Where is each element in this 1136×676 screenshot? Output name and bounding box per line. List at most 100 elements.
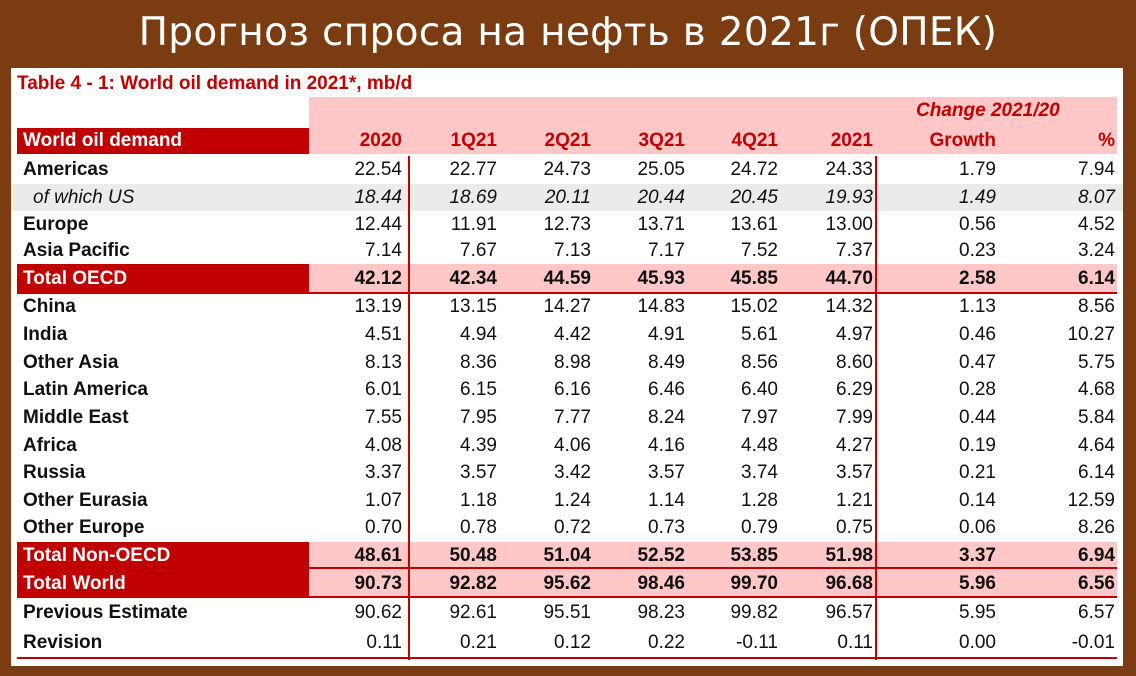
table-cell: 3.57 <box>648 462 685 483</box>
table-cell: 12.44 <box>354 213 402 235</box>
table-cell: 0.00 <box>959 632 996 653</box>
table-cell: 96.57 <box>825 602 873 623</box>
table-cell: 6.14 <box>1078 462 1115 483</box>
table-cell: 98.23 <box>637 602 685 623</box>
column-header-2: 1Q21 <box>450 130 497 151</box>
table-cell: 4.51 <box>365 324 402 345</box>
row-label: Middle East <box>23 407 129 428</box>
table-cell: 12.73 <box>543 213 591 235</box>
row-values: 48.61 50.48 51.04 52.52 53.85 51.98 3.37 6.94 <box>309 542 1117 569</box>
column-header-band <box>309 97 1117 154</box>
row-values: 22.54 22.77 24.73 25.05 24.72 24.33 1.79 7.94 <box>309 156 1117 184</box>
horizontal-rule <box>17 657 1117 659</box>
table-cell: 22.77 <box>449 159 497 180</box>
table-cell: 95.62 <box>543 572 591 594</box>
table-cell: 99.70 <box>730 572 778 594</box>
table-cell: 7.37 <box>836 240 873 261</box>
table-row: Asia Pacific 7.14 7.67 7.13 7.17 7.52 7.37 0.23… <box>11 238 1123 264</box>
table-cell: 0.28 <box>959 379 996 400</box>
table-row: Other Asia 8.13 8.36 8.98 8.49 8.56 8.60 0.47 5.… <box>11 349 1123 376</box>
table-cell: 2.58 <box>959 267 996 289</box>
table-cell: 44.70 <box>825 267 873 289</box>
column-header-1: 2020 <box>359 130 402 151</box>
table-cell: 11.91 <box>450 213 497 235</box>
table-cell: 0.44 <box>959 407 996 428</box>
table-cell: 0.11 <box>837 632 873 653</box>
table-cell: 12.59 <box>1067 489 1115 511</box>
table-row: Other Europe 0.70 0.78 0.72 0.73 0.79 0.75 0.06… <box>11 514 1123 542</box>
table-cell: 14.83 <box>637 296 685 317</box>
table-cell: 44.59 <box>543 267 591 289</box>
table-cell: 3.37 <box>365 462 402 483</box>
table-cell: 99.82 <box>730 602 778 623</box>
table-cell: 7.77 <box>554 407 591 428</box>
table-cell: 13.19 <box>354 296 402 317</box>
horizontal-rule <box>17 596 1117 598</box>
table-cell: 19.93 <box>825 186 873 208</box>
column-header-4: 3Q21 <box>638 130 685 151</box>
table-row: China 13.19 13.15 14.27 14.83 15.02 14.32 1.13 8… <box>11 293 1123 321</box>
table-cell: 8.49 <box>648 351 685 373</box>
table-cell: 5.84 <box>1078 407 1115 428</box>
table-cell: 13.00 <box>825 213 873 235</box>
table-cell: 42.34 <box>449 267 497 289</box>
table-cell: 3.57 <box>460 462 497 483</box>
row-values: 3.37 3.57 3.42 3.57 3.74 3.57 0.21 6.14 <box>309 459 1117 487</box>
table-cell: 0.19 <box>959 434 996 456</box>
table-cell: 6.94 <box>1078 544 1115 566</box>
row-values: 18.44 18.69 20.11 20.44 20.45 19.93 1.49 8.07 <box>309 184 1117 211</box>
table-cell: 8.56 <box>1078 296 1115 317</box>
row-values: 4.08 4.39 4.06 4.16 4.48 4.27 0.19 4.64 <box>309 432 1117 459</box>
table-cell: 1.18 <box>460 489 497 511</box>
row-label: Other Europe <box>23 517 145 538</box>
table-cell: 24.33 <box>825 159 873 180</box>
table-cell: 1.79 <box>959 159 996 180</box>
table-cell: 5.96 <box>959 572 996 594</box>
table-cell: 10.27 <box>1067 324 1115 345</box>
table-cell: 48.61 <box>354 544 402 566</box>
table-cell: 92.61 <box>449 602 497 623</box>
table-cell: 4.06 <box>554 434 591 456</box>
table-cell: 96.68 <box>825 572 873 594</box>
table-cell: 0.46 <box>959 324 996 345</box>
table-cell: 8.56 <box>741 351 778 373</box>
table-cell: 0.12 <box>554 632 591 653</box>
table-cell: 0.22 <box>648 632 685 653</box>
table-cell: 4.39 <box>460 434 497 456</box>
table-cell: 4.68 <box>1078 379 1115 400</box>
table-cell: 3.42 <box>554 462 591 483</box>
table-cell: 4.94 <box>460 324 497 345</box>
table-cell: 1.21 <box>836 489 873 511</box>
row-label: of which US <box>33 186 135 208</box>
table-cell: 0.75 <box>836 517 873 538</box>
column-header-3: 2Q21 <box>544 130 591 151</box>
table-row: Revision 0.11 0.21 0.12 0.22 -0.11 0.11 0.00 -0.… <box>11 628 1123 658</box>
change-header-label: Change 2021/20 <box>916 100 1060 121</box>
table-cell: 3.24 <box>1078 240 1115 261</box>
table-cell: 3.57 <box>836 462 873 483</box>
table-row: Middle East 7.55 7.95 7.77 8.24 7.97 7.99 0.44 5… <box>11 404 1123 432</box>
table-cell: 7.99 <box>836 407 873 428</box>
table-cell: 0.79 <box>741 517 778 538</box>
table-row: Other Eurasia 1.07 1.18 1.24 1.14 1.28 1.21 0.1… <box>11 487 1123 514</box>
row-label: Revision <box>23 632 103 653</box>
row-values: 13.19 13.15 14.27 14.83 15.02 14.32 1.13 8.56 <box>309 293 1117 321</box>
table-row: India 4.51 4.94 4.42 4.91 5.61 4.97 0.46 10.27 <box>11 321 1123 349</box>
table-cell: 6.57 <box>1078 602 1115 623</box>
row-label: Other Asia <box>23 351 119 373</box>
table-cell: 1.24 <box>554 489 591 511</box>
row-values: 6.01 6.15 6.16 6.46 6.40 6.29 0.28 4.68 <box>309 376 1117 404</box>
horizontal-rule <box>17 292 1117 294</box>
table-cell: 4.52 <box>1078 213 1115 235</box>
table-cell: 13.61 <box>730 213 778 235</box>
table-row: Total World 90.73 92.82 95.62 98.46 99.70 96.6… <box>11 569 1123 598</box>
table-cell: 20.45 <box>730 186 778 208</box>
table-cell: 4.48 <box>741 434 778 456</box>
row-label: Other Eurasia <box>23 489 148 511</box>
row-label: Total World <box>17 569 309 598</box>
table-cell: 7.14 <box>365 240 402 261</box>
table-cell: 90.73 <box>354 572 402 594</box>
table-row: Previous Estimate 90.62 92.61 95.51 98.23 99.… <box>11 598 1123 628</box>
table-cell: 25.05 <box>637 159 685 180</box>
column-header-5: 4Q21 <box>731 130 778 151</box>
